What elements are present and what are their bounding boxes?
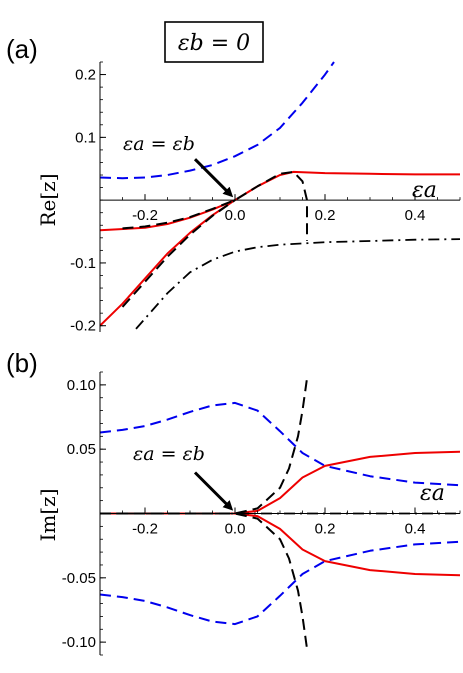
panel-a-axes: -0.2 0.0 0.2 0.4 -0.2 -0.1 0.1 0.2 xyxy=(70,61,461,335)
panel-a-series-5-line xyxy=(135,238,461,330)
panel-b-x-tick-label: -0.2 xyxy=(132,521,158,538)
panel-b: (b) -0.2 0.0 0.2 0.4 -0.10 -0.05 0.05 0.10 Im[z… xyxy=(6,348,461,656)
panel-a-series-0-line xyxy=(99,61,335,180)
title-box-text: εb = 0 xyxy=(178,31,250,56)
panel-b-label: (b) xyxy=(6,348,38,378)
panel-a: (a) -0.2 0.0 0.2 0.4 -0.2 -0.1 0.1 0.2 Re[z] εa… xyxy=(6,34,461,335)
panel-b-y-tick-label: -0.05 xyxy=(62,570,96,587)
panel-b-axes: -0.2 0.0 0.2 0.4 -0.10 -0.05 0.05 0.10 xyxy=(62,371,461,656)
panel-a-label: (a) xyxy=(6,34,38,64)
panel-b-series-5-line xyxy=(100,512,308,649)
panel-a-x-tick-label: -0.2 xyxy=(132,207,158,224)
panel-a-y-tick-label: 0.1 xyxy=(75,129,96,146)
panel-b-annotation-arrow xyxy=(193,471,234,511)
panel-a-y-tick-label: 0.2 xyxy=(75,67,96,84)
panel-b-y-tick-label: 0.05 xyxy=(67,441,96,458)
panel-b-x-axis-label: εa xyxy=(420,481,445,506)
panel-b-x-tick-label: 0.4 xyxy=(405,521,426,538)
panel-b-annotation: εa = εb xyxy=(133,443,205,465)
panel-a-series-3-line xyxy=(122,170,308,241)
panel-b-x-tick-label: 0.0 xyxy=(225,521,246,538)
panel-a-series-2-line xyxy=(99,199,236,232)
panel-a-x-tick-label: 0.0 xyxy=(225,207,246,224)
panel-a-x-axis-label: εa xyxy=(412,178,437,203)
panel-a-annotation: εa = εb xyxy=(123,133,195,155)
panel-a-x-tick-label: 0.2 xyxy=(315,207,336,224)
panel-a-y-axis-label: Re[z] xyxy=(36,173,60,226)
panel-b-y-tick-label: 0.10 xyxy=(67,377,96,394)
panel-b-series-1-line xyxy=(99,540,461,626)
title-box-frame xyxy=(164,21,264,63)
panel-b-y-tick-label: -0.10 xyxy=(62,634,96,651)
panel-a-x-tick-label: 0.4 xyxy=(405,207,426,224)
panel-b-y-axis-label: Im[z] xyxy=(36,488,60,541)
panel-a-series xyxy=(99,61,461,330)
title-box: εb = 0 xyxy=(164,21,264,63)
panel-a-annotation-arrow xyxy=(193,158,234,198)
panel-a-y-tick-label: -0.2 xyxy=(70,318,96,335)
panel-a-y-tick-label: -0.1 xyxy=(70,255,96,272)
panel-a-series-1-line xyxy=(99,170,460,327)
panel-b-x-tick-label: 0.2 xyxy=(315,521,336,538)
